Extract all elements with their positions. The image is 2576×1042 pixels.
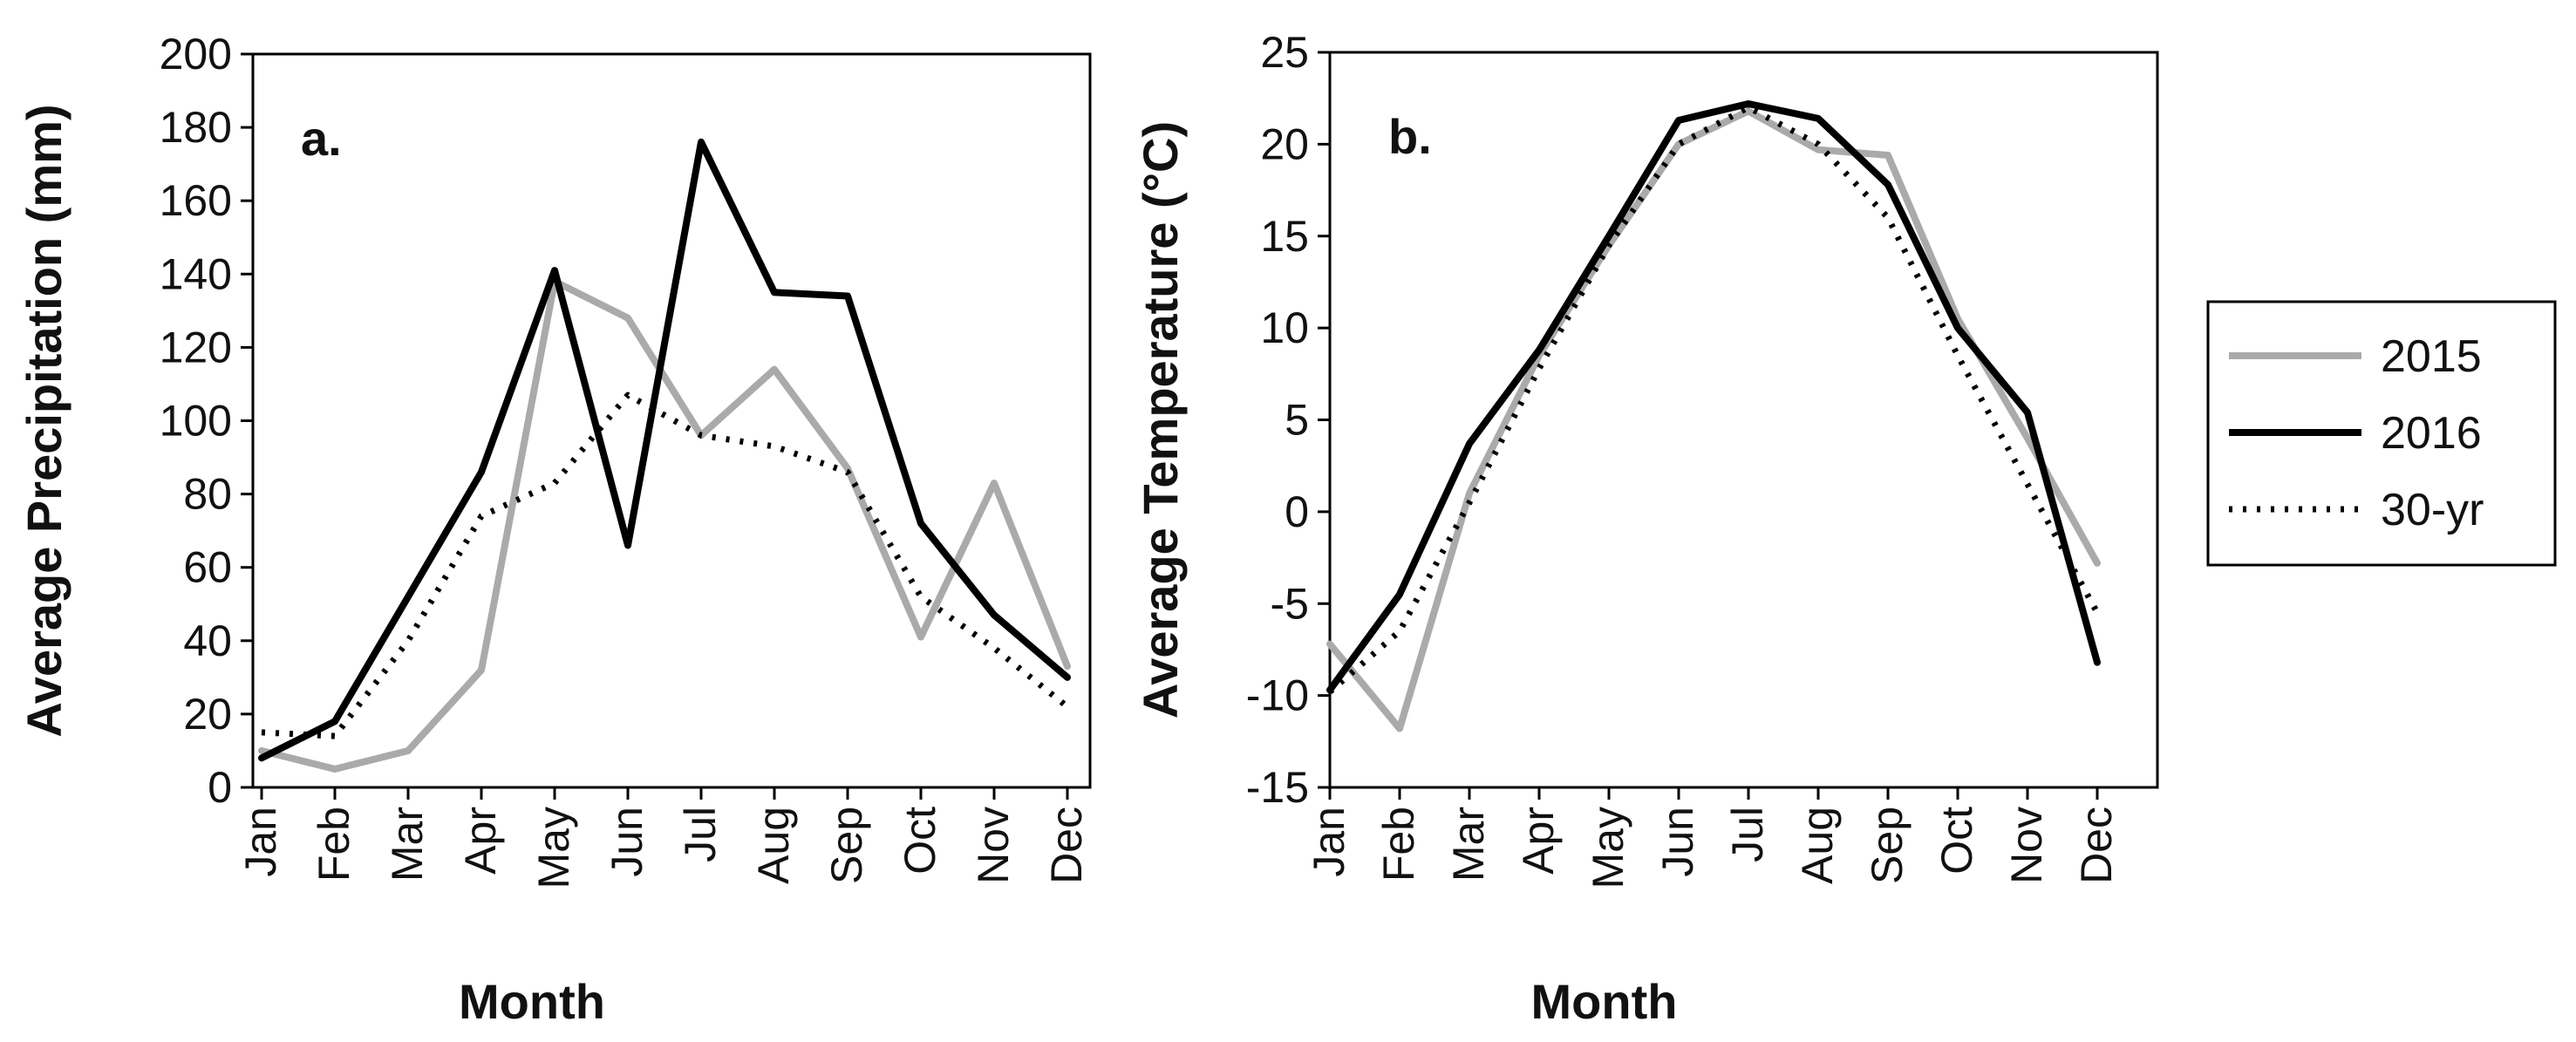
precipitation-x-axis: Jan Feb Mar Apr May Jun Jul Aug Sep Oct Nov Dec (236, 787, 1091, 889)
precipitation-x-tick-label: Oct (896, 807, 944, 875)
temperature-y-tick-label: 20 (1260, 119, 1309, 168)
precipitation-x-tick-label: Feb (310, 807, 358, 882)
temperature-y-axis: -15 -10 -5 0 5 10 15 20 25 (1246, 28, 1330, 812)
precipitation-y-tick-label: 140 (160, 249, 232, 298)
precipitation-y-tick-label: 180 (160, 103, 232, 152)
precipitation-y-axis-title: Average Precipitation (mm) (17, 104, 72, 737)
temperature-x-tick-label: Mar (1444, 807, 1493, 882)
precipitation-x-tick-label: Mar (383, 807, 432, 882)
precipitation-y-tick-label: 40 (183, 616, 232, 665)
precipitation-x-tick-label: Jun (603, 807, 651, 877)
legend-label: 30-yr (2381, 485, 2484, 535)
temperature-x-tick-label: Apr (1514, 807, 1563, 875)
precipitation-x-tick-label: May (529, 807, 578, 889)
temperature-series (1326, 100, 2101, 732)
temperature-x-tick-label: Jun (1653, 807, 1702, 877)
temperature-series-2015-line (1326, 107, 2101, 732)
precipitation-y-tick-label: 0 (208, 763, 232, 812)
legend-label: 2015 (2381, 331, 2482, 382)
temperature-x-tick-label: Nov (2002, 807, 2051, 884)
temperature-panel-label: b. (1388, 109, 1432, 164)
legend: 2015 2016 30-yr (2206, 300, 2557, 567)
precipitation-y-tick-label: 80 (183, 470, 232, 519)
precipitation-y-tick-label: 20 (183, 690, 232, 739)
precipitation-x-tick-label: Aug (749, 807, 798, 884)
precipitation-plot-frame (251, 52, 1092, 789)
temperature-x-axis-title: Month (1531, 974, 1678, 1029)
precipitation-chart: 0 20 40 60 80 100 120 140 160 180 200 Jan Feb Mar Apr… (17, 30, 1092, 1029)
temperature-y-tick-label: 15 (1260, 212, 1309, 261)
precipitation-y-tick-label: 160 (160, 176, 232, 225)
temperature-y-axis-title: Average Temperature (°C) (1133, 121, 1188, 719)
temperature-y-tick-label: -10 (1246, 671, 1309, 720)
temperature-y-tick-label: -5 (1271, 579, 1309, 628)
precipitation-x-tick-label: Apr (456, 807, 505, 875)
precipitation-series-2015-line (258, 277, 1071, 773)
temperature-y-tick-label: 25 (1260, 28, 1309, 77)
precipitation-y-tick-label: 60 (183, 543, 232, 592)
temperature-y-tick-label: -15 (1246, 763, 1309, 812)
temperature-y-tick-label: 0 (1285, 487, 1309, 536)
precipitation-x-tick-label: Nov (969, 807, 1018, 884)
temperature-x-tick-label: May (1584, 807, 1632, 889)
temperature-x-tick-label: Sep (1863, 807, 1912, 884)
precipitation-x-tick-label: Jul (676, 807, 725, 862)
temperature-x-tick-label: Feb (1374, 807, 1423, 882)
temperature-y-tick-label: 10 (1260, 303, 1309, 352)
precipitation-x-tick-label: Dec (1042, 807, 1091, 884)
precipitation-series (258, 138, 1071, 773)
precipitation-x-tick-label: Sep (822, 807, 871, 884)
precipitation-x-axis-title: Month (459, 974, 605, 1029)
precipitation-panel-label: a. (301, 111, 342, 166)
precipitation-y-axis: 0 20 40 60 80 100 120 140 160 180 200 (160, 30, 253, 812)
temperature-x-axis: Jan Feb Mar Apr May Jun Jul Aug Sep Oct Nov Dec (1305, 787, 2121, 889)
precipitation-y-tick-label: 120 (160, 323, 232, 371)
precipitation-series-2016-line (258, 138, 1071, 762)
temperature-series-30-yr-line (1327, 104, 2101, 695)
temperature-x-tick-label: Jan (1305, 807, 1353, 877)
temperature-x-tick-label: Dec (2072, 807, 2121, 884)
temperature-x-tick-label: Jul (1723, 807, 1772, 862)
temperature-chart: -15 -10 -5 0 5 10 15 20 25 Jan Feb Mar Apr May Jun Jul… (1133, 28, 2159, 1029)
temperature-x-tick-label: Oct (1932, 807, 1981, 875)
precipitation-x-tick-label: Jan (236, 807, 285, 877)
precipitation-y-tick-label: 100 (160, 397, 232, 446)
temperature-series-2016-line (1326, 100, 2101, 694)
precipitation-y-tick-label: 200 (160, 30, 232, 78)
temperature-x-tick-label: Aug (1793, 807, 1842, 884)
temperature-plot-frame (1328, 51, 2159, 789)
temperature-y-tick-label: 5 (1285, 396, 1309, 445)
legend-label: 2016 (2381, 408, 2482, 459)
precipitation-series-30-yr-line (261, 392, 1070, 739)
